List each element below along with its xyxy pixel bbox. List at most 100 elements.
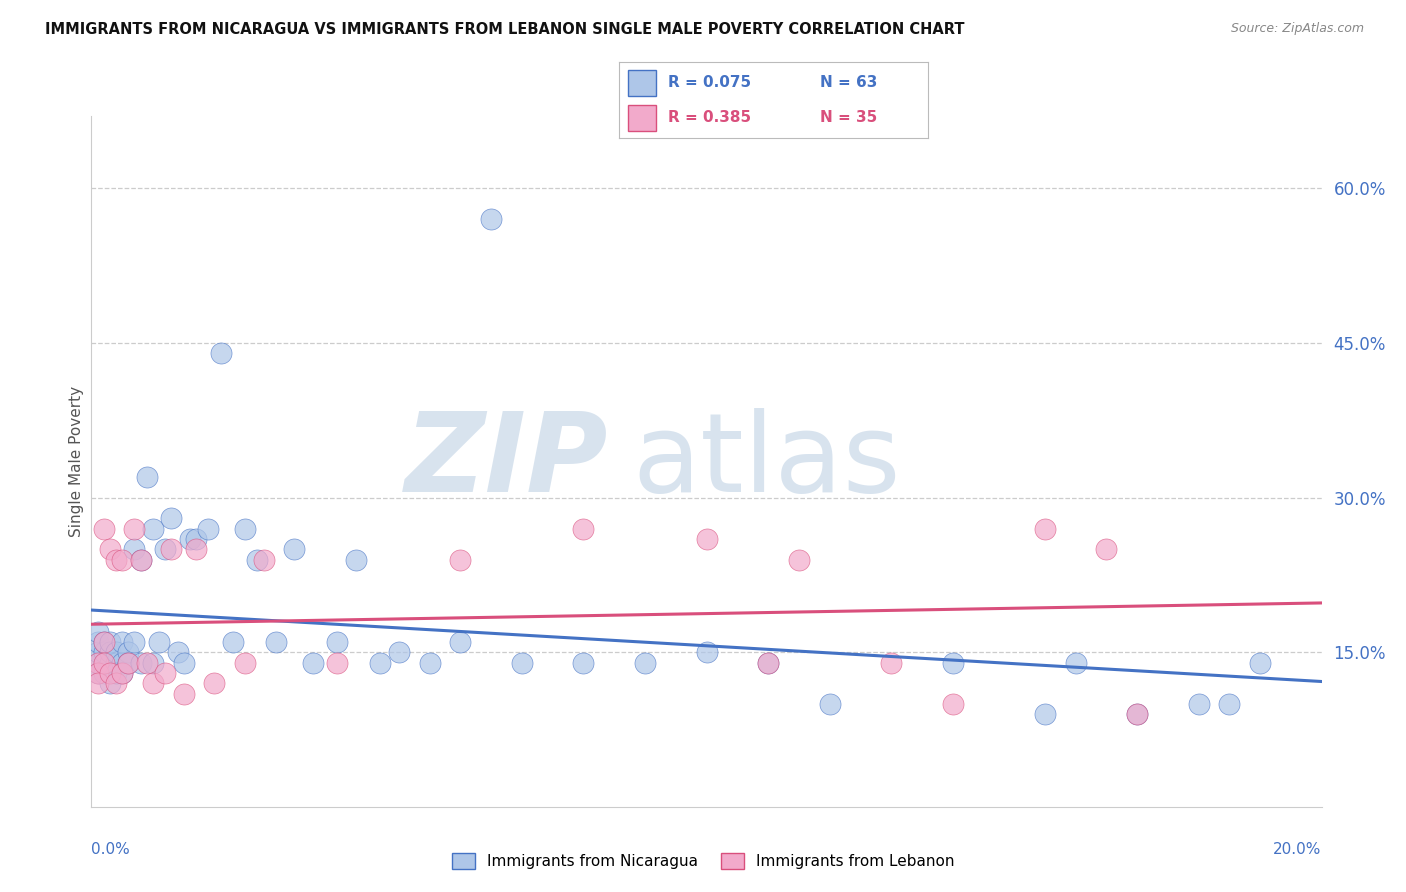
Point bbox=[572, 656, 595, 670]
Point bbox=[388, 645, 411, 659]
Point bbox=[93, 656, 115, 670]
Point bbox=[166, 645, 188, 659]
Point bbox=[86, 635, 108, 649]
Point bbox=[153, 666, 177, 681]
Text: N = 35: N = 35 bbox=[820, 111, 877, 125]
Point bbox=[105, 676, 127, 690]
Point bbox=[1249, 656, 1271, 670]
Y-axis label: Single Male Poverty: Single Male Poverty bbox=[69, 386, 84, 537]
FancyBboxPatch shape bbox=[628, 105, 655, 130]
Point bbox=[449, 635, 471, 649]
Point bbox=[98, 645, 121, 659]
Point bbox=[111, 666, 134, 681]
Text: ZIP: ZIP bbox=[405, 409, 607, 515]
Point bbox=[129, 656, 152, 670]
Point bbox=[160, 542, 183, 557]
Point bbox=[142, 522, 165, 536]
Point bbox=[818, 697, 841, 711]
Point bbox=[142, 656, 165, 670]
Point bbox=[942, 656, 965, 670]
Point bbox=[184, 542, 207, 557]
Point bbox=[129, 552, 152, 566]
Text: atlas: atlas bbox=[633, 409, 901, 515]
Point bbox=[86, 656, 108, 670]
Point bbox=[233, 522, 256, 536]
Point bbox=[173, 656, 195, 670]
Text: 20.0%: 20.0% bbox=[1274, 842, 1322, 857]
Point bbox=[344, 552, 367, 566]
Point bbox=[124, 522, 146, 536]
Point bbox=[86, 676, 108, 690]
Point bbox=[93, 635, 115, 649]
Point bbox=[1033, 522, 1056, 536]
Point bbox=[326, 635, 349, 649]
Point bbox=[253, 552, 276, 566]
Point bbox=[129, 552, 152, 566]
Point bbox=[880, 656, 903, 670]
FancyBboxPatch shape bbox=[628, 70, 655, 95]
Point bbox=[124, 635, 146, 649]
Point bbox=[246, 552, 269, 566]
Text: IMMIGRANTS FROM NICARAGUA VS IMMIGRANTS FROM LEBANON SINGLE MALE POVERTY CORRELA: IMMIGRANTS FROM NICARAGUA VS IMMIGRANTS … bbox=[45, 22, 965, 37]
Point bbox=[233, 656, 256, 670]
Point bbox=[326, 656, 349, 670]
Point bbox=[111, 656, 134, 670]
Point bbox=[449, 552, 471, 566]
Point bbox=[173, 687, 195, 701]
Point bbox=[86, 624, 108, 639]
Point bbox=[86, 645, 108, 659]
Point bbox=[117, 656, 139, 670]
Point bbox=[1187, 697, 1209, 711]
Point bbox=[93, 645, 115, 659]
Point bbox=[111, 666, 134, 681]
Point bbox=[93, 666, 115, 681]
Point bbox=[1095, 542, 1118, 557]
Point bbox=[111, 552, 134, 566]
Point bbox=[93, 635, 115, 649]
Point bbox=[197, 522, 219, 536]
Point bbox=[98, 635, 121, 649]
Point bbox=[634, 656, 657, 670]
Point bbox=[756, 656, 779, 670]
Point bbox=[98, 656, 121, 670]
Point bbox=[756, 656, 779, 670]
Point bbox=[510, 656, 533, 670]
Point bbox=[105, 552, 127, 566]
Point bbox=[86, 666, 108, 681]
Point bbox=[479, 212, 502, 227]
Point bbox=[1126, 707, 1149, 722]
Point bbox=[153, 542, 177, 557]
Legend: Immigrants from Nicaragua, Immigrants from Lebanon: Immigrants from Nicaragua, Immigrants fr… bbox=[446, 847, 960, 875]
Point bbox=[787, 552, 810, 566]
Text: R = 0.385: R = 0.385 bbox=[668, 111, 751, 125]
Point bbox=[179, 532, 201, 546]
Point bbox=[1218, 697, 1240, 711]
Point bbox=[124, 542, 146, 557]
Point bbox=[572, 522, 595, 536]
Point bbox=[209, 346, 232, 360]
Point bbox=[419, 656, 441, 670]
Text: 0.0%: 0.0% bbox=[91, 842, 131, 857]
Point bbox=[111, 635, 134, 649]
Point bbox=[370, 656, 392, 670]
Point bbox=[86, 666, 108, 681]
Point bbox=[696, 532, 718, 546]
Point bbox=[283, 542, 305, 557]
Point bbox=[1126, 707, 1149, 722]
Point bbox=[105, 656, 127, 670]
Point bbox=[222, 635, 245, 649]
Point bbox=[98, 676, 121, 690]
Point bbox=[184, 532, 207, 546]
Point bbox=[301, 656, 323, 670]
Point bbox=[93, 522, 115, 536]
Text: Source: ZipAtlas.com: Source: ZipAtlas.com bbox=[1230, 22, 1364, 36]
Point bbox=[1033, 707, 1056, 722]
Point bbox=[148, 635, 170, 649]
Point bbox=[142, 676, 165, 690]
Point bbox=[86, 656, 108, 670]
Point bbox=[160, 511, 183, 525]
Point bbox=[1064, 656, 1087, 670]
Point bbox=[105, 666, 127, 681]
Point bbox=[117, 645, 139, 659]
Point bbox=[135, 656, 157, 670]
